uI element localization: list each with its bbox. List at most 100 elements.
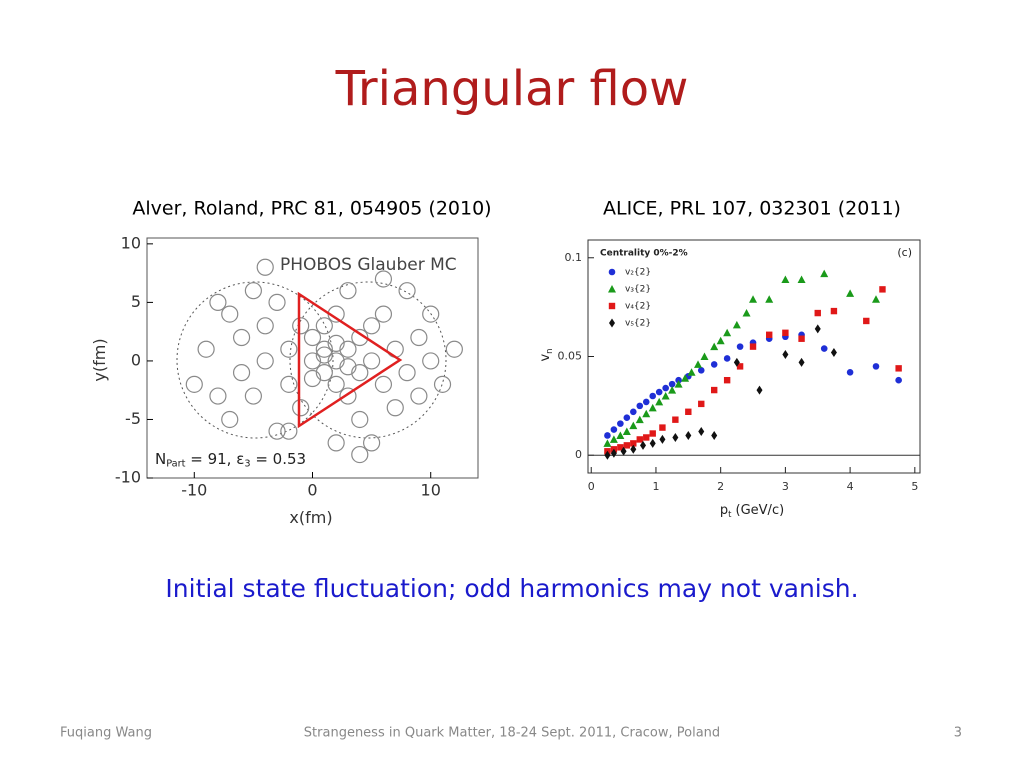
point <box>781 275 790 283</box>
point <box>723 328 732 337</box>
point <box>681 374 690 382</box>
y-tick-label: 0.05 <box>558 350 583 363</box>
point <box>814 309 821 317</box>
point <box>685 408 692 415</box>
point <box>742 309 751 317</box>
label-part: 3 <box>244 459 250 470</box>
point <box>623 442 631 449</box>
point <box>765 295 774 303</box>
x-tick-label: 4 <box>847 480 854 493</box>
point <box>410 328 428 347</box>
point <box>672 432 679 442</box>
point <box>659 424 666 431</box>
label: NPart = 91, ε3 = 0.53 <box>155 450 306 470</box>
point <box>351 410 369 429</box>
point <box>736 363 744 370</box>
point <box>661 391 670 400</box>
point <box>687 368 696 376</box>
point <box>185 375 203 393</box>
label-part: (GeV/c) <box>731 503 784 518</box>
point <box>303 369 322 388</box>
point <box>221 410 239 429</box>
point <box>197 340 215 358</box>
point <box>351 445 369 464</box>
point <box>668 386 677 394</box>
label-part: = 91, ε <box>185 450 244 468</box>
label: vn <box>538 348 554 361</box>
point <box>315 340 333 358</box>
point <box>268 293 286 311</box>
point <box>863 317 870 325</box>
label: x(fm) <box>289 508 332 527</box>
point <box>256 352 274 370</box>
point <box>232 328 251 347</box>
point <box>820 345 828 352</box>
point <box>315 364 333 382</box>
x-tick-label: 1 <box>652 480 659 493</box>
point <box>617 444 624 451</box>
point <box>630 408 637 416</box>
point <box>422 352 440 370</box>
label-part: = 0.53 <box>251 450 307 468</box>
point <box>609 435 618 443</box>
point <box>649 438 656 448</box>
point <box>398 282 416 300</box>
y-tick-label: 10 <box>121 233 141 252</box>
label: pt (GeV/c) <box>720 503 784 519</box>
point <box>736 343 744 350</box>
point <box>798 335 805 342</box>
point <box>871 295 880 303</box>
label-part: t <box>728 508 732 518</box>
point <box>895 365 902 372</box>
point <box>635 415 644 424</box>
point <box>846 368 854 376</box>
point <box>620 446 627 456</box>
legend-marker <box>608 285 616 293</box>
point <box>782 350 789 360</box>
label-part: y(fm) <box>90 338 109 381</box>
point <box>642 398 650 406</box>
point <box>398 364 416 382</box>
point <box>694 360 703 368</box>
point <box>363 352 381 370</box>
label-part: Part <box>166 459 185 470</box>
point <box>711 430 718 440</box>
point <box>659 434 666 444</box>
legend-title: Centrality 0%-2% <box>600 249 688 259</box>
panel-label: (c) <box>897 246 912 259</box>
legend-marker <box>608 302 616 310</box>
point <box>363 317 381 335</box>
point <box>723 376 731 384</box>
point <box>256 317 274 335</box>
point <box>422 305 440 323</box>
point <box>830 348 837 358</box>
point <box>410 387 428 405</box>
point <box>710 342 719 351</box>
point <box>749 295 758 303</box>
point <box>623 414 631 422</box>
nucleus-outline <box>176 281 334 439</box>
point <box>327 434 345 452</box>
point <box>648 403 657 412</box>
point <box>636 402 644 410</box>
point <box>636 436 643 443</box>
label-part: N <box>155 450 166 468</box>
point <box>642 409 651 418</box>
point <box>674 380 683 388</box>
legend-label: v₄{2} <box>625 302 651 312</box>
x-tick-label: 3 <box>782 480 789 493</box>
label-part: n <box>543 348 553 353</box>
y-tick-label: -5 <box>125 409 141 428</box>
point <box>668 380 676 388</box>
point <box>268 422 286 440</box>
legend-label: v₂{2} <box>625 268 651 278</box>
point <box>374 305 393 323</box>
point <box>209 293 227 311</box>
point <box>374 270 393 288</box>
point <box>616 431 625 439</box>
point <box>797 275 806 283</box>
point <box>814 324 821 334</box>
point <box>445 340 463 358</box>
point <box>630 440 637 447</box>
